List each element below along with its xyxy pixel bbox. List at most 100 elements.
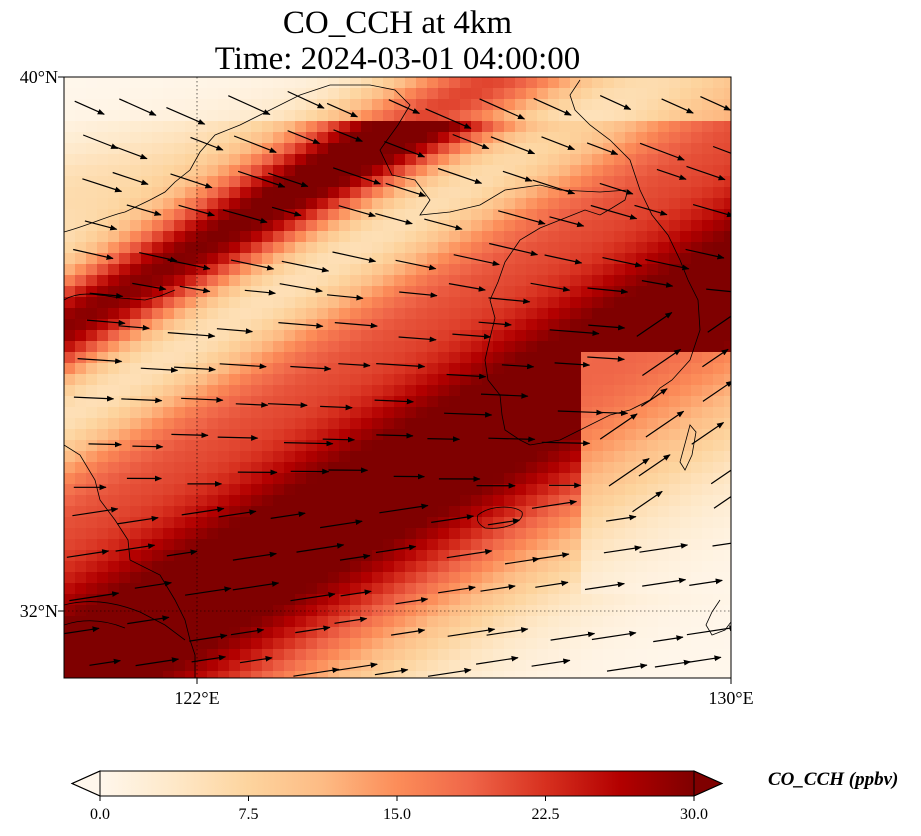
field-cell bbox=[559, 462, 571, 474]
field-cell bbox=[482, 88, 494, 100]
field-cell bbox=[207, 286, 219, 298]
field-cell bbox=[394, 528, 406, 540]
field-cell bbox=[152, 407, 164, 419]
field-cell bbox=[636, 616, 648, 628]
field-cell bbox=[339, 154, 351, 166]
wind-arrow bbox=[74, 100, 105, 115]
field-cell bbox=[691, 528, 703, 540]
field-cell bbox=[559, 374, 571, 386]
field-cell bbox=[86, 209, 98, 221]
field-cell bbox=[152, 429, 164, 441]
field-cell bbox=[680, 528, 692, 540]
field-cell bbox=[383, 616, 395, 628]
field-cell bbox=[185, 286, 197, 298]
field-cell bbox=[273, 220, 285, 232]
field-cell bbox=[295, 264, 307, 276]
field-cell bbox=[526, 242, 538, 254]
field-cell bbox=[75, 209, 87, 221]
field-cell bbox=[339, 396, 351, 408]
field-cell bbox=[691, 572, 703, 584]
field-cell bbox=[482, 484, 494, 496]
field-cell bbox=[416, 572, 428, 584]
field-cell bbox=[713, 286, 725, 298]
field-cell bbox=[119, 550, 131, 562]
field-cell bbox=[416, 99, 428, 111]
field-cell bbox=[306, 176, 318, 188]
field-cell bbox=[427, 528, 439, 540]
field-cell bbox=[152, 539, 164, 551]
wind-arrow bbox=[686, 625, 731, 636]
field-cell bbox=[152, 517, 164, 529]
field-cell bbox=[537, 605, 549, 617]
field-cell bbox=[240, 440, 252, 452]
field-cell bbox=[240, 583, 252, 595]
field-cell bbox=[636, 143, 648, 155]
field-cell bbox=[636, 297, 648, 309]
field-cell bbox=[372, 88, 384, 100]
field-cell bbox=[75, 374, 87, 386]
field-cell bbox=[119, 440, 131, 452]
field-cell bbox=[636, 506, 648, 518]
field-cell bbox=[229, 319, 241, 331]
field-cell bbox=[680, 352, 692, 364]
field-cell bbox=[75, 407, 87, 419]
field-cell bbox=[625, 561, 637, 573]
field-cell bbox=[218, 220, 230, 232]
field-cell bbox=[163, 231, 175, 243]
wind-arrow bbox=[653, 635, 684, 643]
field-cell bbox=[361, 484, 373, 496]
field-cell bbox=[306, 330, 318, 342]
field-cell bbox=[97, 550, 109, 562]
wind-arrow bbox=[334, 322, 378, 329]
field-cell bbox=[152, 374, 164, 386]
field-cell bbox=[273, 660, 285, 672]
field-cell bbox=[669, 649, 681, 661]
field-cell bbox=[570, 649, 582, 661]
field-cell bbox=[405, 330, 417, 342]
field-cell bbox=[328, 517, 340, 529]
field-cell bbox=[526, 286, 538, 298]
field-cell bbox=[504, 363, 516, 375]
field-cell bbox=[317, 418, 329, 430]
field-cell bbox=[141, 176, 153, 188]
field-cell bbox=[75, 154, 87, 166]
field-cell bbox=[515, 539, 527, 551]
field-cell bbox=[636, 363, 648, 375]
field-cell bbox=[603, 264, 615, 276]
field-cell bbox=[108, 506, 120, 518]
field-cell bbox=[306, 187, 318, 199]
field-cell bbox=[361, 363, 373, 375]
field-cell bbox=[163, 154, 175, 166]
field-cell bbox=[262, 363, 274, 375]
field-cell bbox=[119, 539, 131, 551]
field-cell bbox=[493, 99, 505, 111]
wind-arrow bbox=[591, 630, 637, 641]
field-cell bbox=[383, 484, 395, 496]
field-cell bbox=[163, 627, 175, 639]
field-cell bbox=[405, 451, 417, 463]
field-cell bbox=[306, 440, 318, 452]
field-cell bbox=[295, 495, 307, 507]
field-cell bbox=[625, 154, 637, 166]
field-cell bbox=[592, 319, 604, 331]
wind-arrow bbox=[333, 129, 363, 142]
field-cell bbox=[471, 77, 483, 89]
field-cell bbox=[603, 572, 615, 584]
field-cell bbox=[504, 528, 516, 540]
field-cell bbox=[482, 396, 494, 408]
wind-arrow bbox=[237, 170, 286, 188]
field-cell bbox=[460, 440, 472, 452]
colorbar bbox=[70, 770, 724, 801]
field-cell bbox=[229, 429, 241, 441]
field-cell bbox=[658, 396, 670, 408]
field-cell bbox=[218, 407, 230, 419]
field-cell bbox=[460, 660, 472, 672]
field-cell bbox=[284, 341, 296, 353]
field-cell bbox=[185, 462, 197, 474]
field-cell bbox=[504, 616, 516, 628]
field-cell bbox=[284, 99, 296, 111]
field-cell bbox=[526, 275, 538, 287]
field-cell bbox=[482, 286, 494, 298]
wind-arrow bbox=[333, 167, 382, 185]
field-cell bbox=[130, 308, 142, 320]
